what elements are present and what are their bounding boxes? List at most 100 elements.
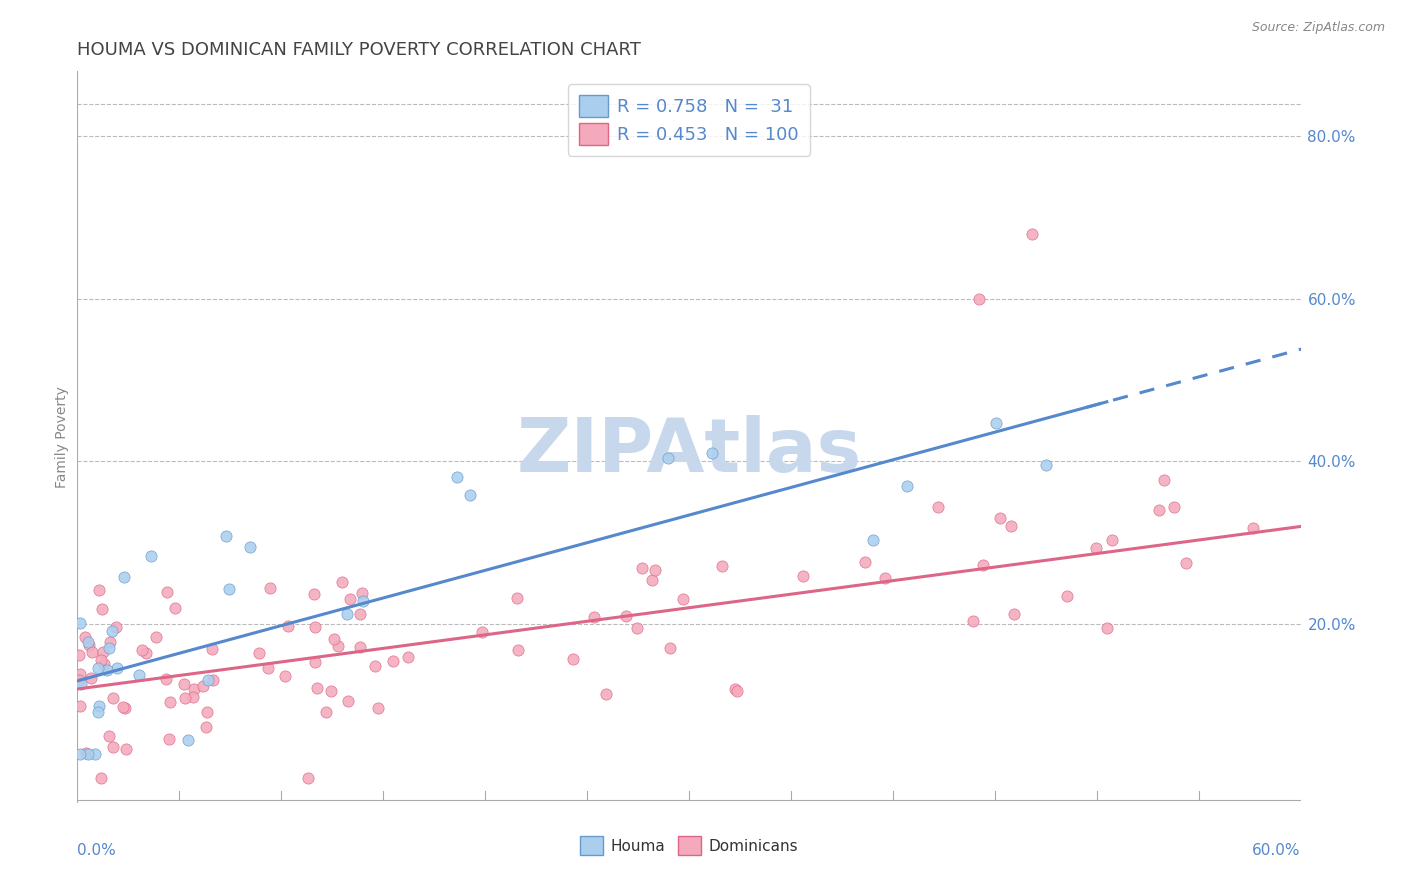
Point bbox=[330, 574, 353, 589]
Point bbox=[69, 747, 91, 761]
Point bbox=[659, 640, 682, 655]
Point bbox=[319, 683, 342, 698]
Point bbox=[193, 679, 215, 693]
Point bbox=[506, 643, 529, 657]
Point bbox=[710, 559, 733, 574]
Point bbox=[156, 585, 179, 599]
Point bbox=[201, 642, 224, 657]
Point bbox=[114, 701, 136, 715]
Legend: Houma, Dominicans: Houma, Dominicans bbox=[574, 830, 804, 861]
Point bbox=[657, 451, 679, 466]
Point bbox=[239, 540, 262, 554]
Text: 60.0%: 60.0% bbox=[1253, 843, 1301, 858]
Point bbox=[336, 607, 359, 622]
Point bbox=[1241, 521, 1264, 535]
Y-axis label: Family Poverty: Family Poverty bbox=[55, 386, 69, 488]
Point bbox=[90, 653, 112, 667]
Point bbox=[194, 720, 217, 734]
Point bbox=[77, 634, 100, 648]
Point bbox=[644, 563, 666, 577]
Point bbox=[702, 446, 724, 460]
Point bbox=[218, 582, 240, 596]
Point bbox=[139, 549, 162, 563]
Point bbox=[304, 655, 326, 669]
Point bbox=[101, 690, 124, 705]
Point bbox=[349, 640, 371, 654]
Point bbox=[274, 669, 297, 683]
Point bbox=[1101, 533, 1123, 548]
Point bbox=[67, 648, 90, 662]
Point bbox=[90, 772, 112, 786]
Point bbox=[862, 533, 884, 547]
Point bbox=[972, 558, 994, 572]
Point bbox=[583, 610, 606, 624]
Point bbox=[614, 608, 637, 623]
Point bbox=[201, 673, 224, 687]
Point bbox=[101, 624, 124, 638]
Point bbox=[350, 586, 373, 600]
Point bbox=[105, 661, 128, 675]
Point bbox=[1085, 541, 1108, 555]
Point bbox=[349, 607, 371, 622]
Point bbox=[115, 742, 138, 756]
Point bbox=[446, 470, 468, 484]
Point bbox=[195, 706, 218, 720]
Point bbox=[181, 690, 204, 705]
Point bbox=[70, 677, 93, 691]
Point bbox=[458, 488, 481, 502]
Point bbox=[177, 733, 200, 747]
Point bbox=[135, 646, 157, 660]
Point bbox=[396, 650, 419, 665]
Point bbox=[307, 681, 329, 695]
Point bbox=[247, 646, 270, 660]
Point bbox=[155, 672, 177, 686]
Point bbox=[159, 695, 181, 709]
Point bbox=[79, 639, 101, 653]
Point bbox=[87, 583, 110, 598]
Point bbox=[471, 625, 494, 640]
Point bbox=[1035, 458, 1057, 472]
Point bbox=[304, 619, 326, 633]
Point bbox=[896, 479, 918, 493]
Point bbox=[197, 673, 219, 687]
Point bbox=[93, 657, 115, 671]
Point bbox=[101, 740, 124, 755]
Point bbox=[1000, 519, 1022, 533]
Point bbox=[364, 658, 387, 673]
Point bbox=[67, 673, 90, 688]
Point bbox=[1175, 556, 1198, 570]
Point bbox=[1002, 607, 1025, 622]
Point bbox=[69, 667, 91, 681]
Point bbox=[1147, 503, 1170, 517]
Point bbox=[69, 615, 91, 630]
Point bbox=[80, 672, 103, 686]
Point bbox=[1163, 500, 1185, 514]
Point bbox=[91, 601, 114, 615]
Point bbox=[89, 699, 111, 714]
Point bbox=[145, 631, 167, 645]
Point bbox=[1056, 589, 1078, 603]
Point bbox=[315, 706, 337, 720]
Point bbox=[986, 417, 1008, 431]
Point bbox=[337, 694, 360, 708]
Point bbox=[86, 661, 108, 675]
Point bbox=[84, 747, 107, 761]
Point bbox=[173, 676, 195, 690]
Point bbox=[128, 668, 150, 682]
Point bbox=[98, 640, 121, 655]
Point bbox=[112, 700, 135, 714]
Point bbox=[1153, 473, 1175, 487]
Point bbox=[215, 529, 238, 543]
Point bbox=[75, 630, 97, 644]
Point bbox=[339, 591, 361, 606]
Point bbox=[131, 643, 153, 657]
Point bbox=[98, 729, 121, 743]
Point bbox=[96, 664, 118, 678]
Point bbox=[641, 573, 664, 587]
Point bbox=[1095, 621, 1118, 635]
Point bbox=[259, 582, 281, 596]
Point bbox=[80, 645, 103, 659]
Point bbox=[277, 619, 299, 633]
Point bbox=[988, 511, 1011, 525]
Point bbox=[367, 701, 389, 715]
